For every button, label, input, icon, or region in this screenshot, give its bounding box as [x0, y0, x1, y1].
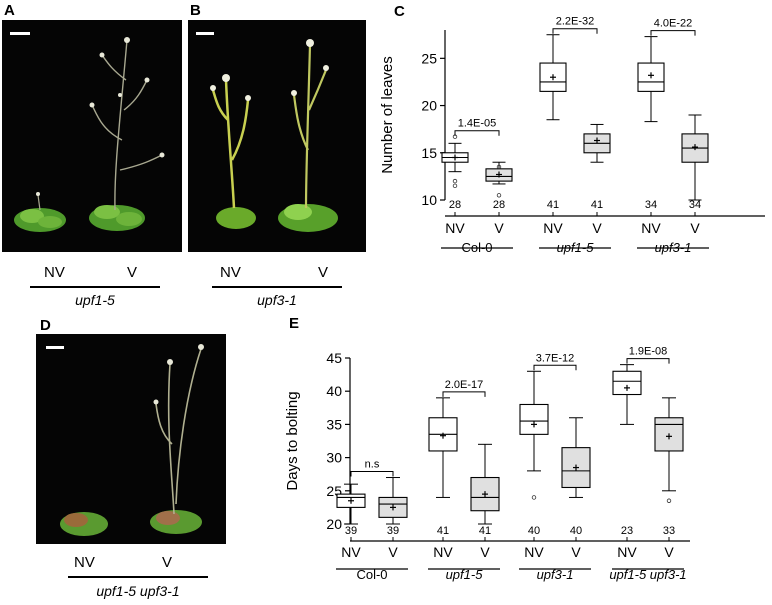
genotype-label: Col-0 — [356, 567, 387, 582]
label-nv: NV — [74, 554, 95, 571]
condition-label: NV — [641, 220, 661, 236]
condition-label: NV — [617, 544, 637, 560]
condition-label: V — [690, 220, 700, 236]
outlier-point — [666, 498, 672, 503]
panel-letter-a: A — [4, 2, 15, 19]
sample-size-label: 40 — [528, 525, 540, 537]
panel-letter-b: B — [190, 2, 201, 19]
outlier-point — [531, 495, 537, 500]
label-v: V — [127, 264, 138, 281]
significance-bracket — [626, 358, 670, 364]
genotype-label: upf1-5 upf3-1 — [96, 583, 180, 599]
p-value-label: 1.4E-05 — [458, 118, 497, 130]
sample-size-label: 41 — [547, 199, 559, 211]
significance-bracket — [552, 28, 598, 34]
significance-bracket — [533, 364, 577, 371]
genotype-label: upf3-1 — [537, 567, 574, 582]
sample-size-label: 34 — [645, 199, 657, 211]
outlier-point — [452, 183, 458, 189]
condition-label: NV — [433, 544, 453, 560]
p-value-label: 4.0E-22 — [654, 18, 693, 30]
sample-size-label: 41 — [437, 525, 449, 537]
box-nv — [612, 370, 642, 396]
condition-label: NV — [445, 220, 465, 236]
y-tick-label: 15 — [421, 145, 437, 161]
y-tick-label: 30 — [326, 450, 342, 466]
condition-label: NV — [524, 544, 544, 560]
sample-size-label: 41 — [479, 525, 491, 537]
y-tick-label: 25 — [421, 50, 437, 66]
p-value-label: 1.9E-08 — [629, 346, 668, 358]
label-nv: NV — [44, 264, 65, 281]
y-tick-label: 20 — [421, 98, 437, 114]
sample-size-label: 39 — [387, 525, 399, 537]
label-v: V — [162, 554, 173, 571]
y-axis-label: Number of leaves — [379, 56, 396, 174]
outlier-point — [496, 164, 502, 170]
scale-bar — [10, 32, 30, 35]
sample-size-label: 34 — [689, 199, 701, 211]
genotype-underline — [30, 286, 160, 288]
genotype-label: upf3-1 — [655, 240, 692, 255]
box-nv — [519, 403, 549, 435]
y-tick-label: 35 — [326, 416, 342, 432]
genotype-label: upf3-1 — [257, 292, 297, 308]
sample-size-label: 40 — [570, 525, 582, 537]
y-tick-label: 10 — [421, 192, 437, 208]
p-value-label: 2.2E-32 — [556, 16, 595, 28]
panel-letter-c: C — [394, 3, 405, 20]
p-value-label: 3.7E-12 — [536, 352, 575, 364]
genotype-label: Col-0 — [461, 240, 492, 255]
plant-illustration — [60, 344, 204, 536]
y-axis-label: Days to bolting — [284, 391, 301, 490]
genotype-label: upf1-5 — [557, 240, 595, 255]
condition-label: V — [480, 544, 490, 560]
condition-label: V — [571, 544, 581, 560]
condition-label: V — [664, 544, 674, 560]
condition-label: V — [388, 544, 398, 560]
scale-bar — [46, 346, 64, 349]
y-tick-label: 40 — [326, 383, 342, 399]
condition-label: NV — [543, 220, 563, 236]
panel-a-photo — [2, 20, 182, 252]
panel-d-photo — [36, 334, 226, 544]
sample-size-label: 28 — [493, 199, 505, 211]
sample-size-label: 39 — [345, 525, 357, 537]
genotype-label: upf1-5 upf3-1 — [609, 567, 686, 582]
significance-bracket — [454, 130, 500, 136]
sample-size-label: 41 — [591, 199, 603, 211]
condition-label: V — [494, 220, 504, 236]
y-tick-label: 20 — [326, 516, 342, 532]
significance-bracket — [442, 391, 486, 397]
significance-bracket — [350, 471, 394, 477]
plant-illustration — [14, 37, 165, 232]
plant-illustration — [210, 39, 338, 232]
scale-bar — [196, 32, 214, 35]
label-nv: NV — [220, 264, 241, 281]
panel-letter-e: E — [289, 315, 299, 332]
sample-size-label: 33 — [663, 525, 675, 537]
label-v: V — [318, 264, 329, 281]
outlier-point — [452, 178, 458, 184]
condition-label: NV — [341, 544, 361, 560]
outlier-point — [496, 193, 502, 198]
sample-size-label: 28 — [449, 199, 461, 211]
genotype-underline — [212, 286, 342, 288]
genotype-underline — [68, 576, 208, 578]
panel-letter-d: D — [40, 317, 51, 334]
p-value-label: n.s — [365, 459, 380, 471]
sample-size-label: 23 — [621, 525, 633, 537]
panel-b-photo — [188, 20, 366, 252]
genotype-label: upf1-5 — [75, 292, 115, 308]
p-value-label: 2.0E-17 — [445, 379, 484, 391]
y-tick-label: 45 — [326, 350, 342, 366]
genotype-label: upf1-5 — [446, 567, 484, 582]
condition-label: V — [592, 220, 602, 236]
significance-bracket — [650, 30, 696, 36]
